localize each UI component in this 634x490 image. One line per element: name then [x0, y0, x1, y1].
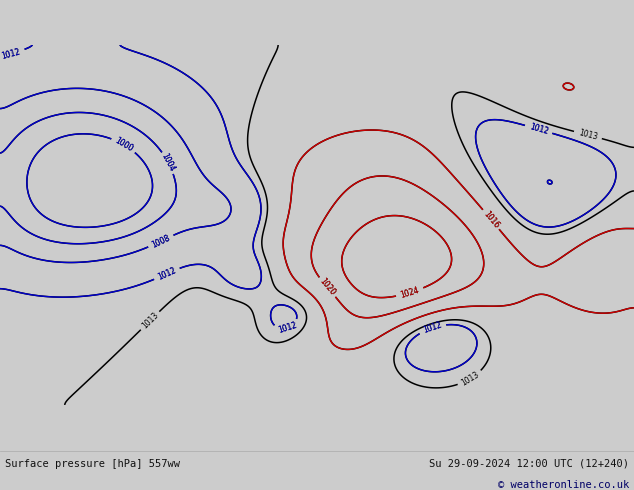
Text: 1012: 1012 — [277, 320, 298, 335]
Text: 1012: 1012 — [156, 266, 178, 282]
Text: 1008: 1008 — [150, 233, 172, 249]
Text: 1000: 1000 — [113, 136, 134, 153]
Text: 1012: 1012 — [277, 320, 298, 335]
Text: 1012: 1012 — [528, 122, 549, 136]
Text: 1016: 1016 — [481, 209, 501, 230]
Text: 1012: 1012 — [1, 47, 22, 60]
Text: 1016: 1016 — [481, 209, 501, 230]
Text: 1008: 1008 — [150, 233, 172, 249]
Text: 1012: 1012 — [528, 122, 549, 136]
Text: 1004: 1004 — [160, 152, 177, 173]
Text: 1000: 1000 — [113, 136, 134, 153]
Text: 1012: 1012 — [156, 266, 178, 282]
Text: 1012: 1012 — [422, 320, 443, 335]
Text: 1013: 1013 — [140, 311, 160, 331]
Text: 1020: 1020 — [318, 277, 337, 297]
Text: 1012: 1012 — [422, 320, 443, 335]
Text: 1020: 1020 — [318, 277, 337, 297]
Text: Su 29-09-2024 12:00 UTC (12+240): Su 29-09-2024 12:00 UTC (12+240) — [429, 459, 629, 469]
Text: © weatheronline.co.uk: © weatheronline.co.uk — [498, 480, 629, 490]
Text: 1013: 1013 — [578, 128, 598, 142]
Text: 1013: 1013 — [460, 370, 481, 388]
Text: 1024: 1024 — [399, 286, 420, 300]
Text: 1012: 1012 — [1, 47, 22, 60]
Text: Surface pressure [hPa] 557ww: Surface pressure [hPa] 557ww — [5, 459, 180, 469]
Text: 1004: 1004 — [160, 152, 177, 173]
Text: 1024: 1024 — [399, 286, 420, 300]
